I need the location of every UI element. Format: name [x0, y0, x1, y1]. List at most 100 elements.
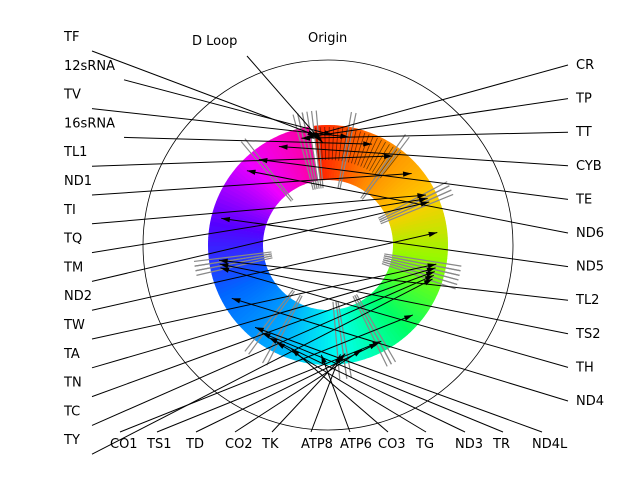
ring-segment — [388, 201, 442, 224]
ring-segment — [222, 275, 272, 306]
leader-line — [91, 155, 393, 167]
ring-segment — [289, 130, 310, 184]
leader-line — [305, 98, 569, 138]
ring-segment — [333, 125, 343, 181]
leader-arrowhead — [425, 271, 435, 278]
leader-line — [119, 314, 414, 433]
ring-segment — [335, 125, 348, 181]
ring-segment — [244, 291, 285, 335]
gene-label: TP — [575, 92, 592, 107]
leader-line — [91, 278, 433, 455]
gene-label: TN — [63, 376, 82, 391]
ring-segment — [259, 143, 293, 192]
rrna-stripe — [338, 127, 344, 161]
gene-label: TT — [575, 125, 592, 140]
ring-segment — [381, 279, 430, 313]
gene-label: TG — [415, 437, 434, 452]
ring-segment — [254, 296, 291, 343]
leader-arrowhead — [420, 201, 430, 207]
ring-segment — [211, 212, 266, 230]
rrna-stripe — [344, 129, 353, 162]
ring-segment — [367, 294, 405, 341]
ring-segment — [342, 128, 360, 183]
gene-boundary-tick — [194, 253, 272, 267]
gene-label: CYB — [576, 159, 602, 174]
gene-boundary-tick — [382, 259, 459, 281]
leader-line — [91, 267, 436, 369]
ring-segment — [273, 135, 301, 188]
gene-boundary-tick — [355, 294, 397, 363]
leader-arrowhead — [219, 258, 228, 264]
ring-segment — [208, 241, 264, 247]
ring-segment — [376, 165, 422, 205]
gene-label: 16sRNA — [64, 116, 115, 131]
ring-segment — [301, 127, 316, 182]
gene-boundary-tick — [337, 301, 353, 379]
rrna-stripe — [366, 139, 382, 170]
gene-label: ND4L — [532, 437, 568, 452]
ring-segment — [382, 179, 431, 212]
label-leader-lines — [91, 50, 569, 455]
ring-segment — [209, 220, 265, 235]
gene-labels: TF 12sRNA TV 16sRNA TL1 ND1 TI TQ TM ND2 TW TA TN TC T… — [63, 30, 604, 452]
ring-segment — [355, 136, 383, 188]
leader-arrowhead — [220, 267, 230, 273]
ring-segment — [240, 159, 283, 201]
gene-label: TK — [261, 437, 279, 452]
gene-label: TQ — [63, 232, 82, 247]
rrna-stripe — [319, 127, 323, 161]
ring-segment — [380, 281, 428, 317]
gene-boundary-tick — [306, 111, 320, 189]
ring-segment — [210, 216, 265, 233]
leader-line — [268, 337, 466, 433]
ring-segment — [310, 309, 322, 365]
gene-boundary-tick — [240, 141, 292, 202]
ring-segment — [353, 134, 379, 187]
leader-arrowhead — [255, 327, 265, 333]
leader-line — [246, 170, 569, 234]
gene-boundary-tick — [378, 181, 448, 219]
gene-label: TR — [492, 437, 510, 452]
leader-arrowhead — [301, 135, 311, 141]
leader-arrowhead — [321, 354, 327, 364]
ring-segment — [390, 213, 445, 231]
ring-segment — [237, 162, 281, 203]
ring-segment — [341, 308, 357, 363]
leader-line — [310, 354, 341, 433]
rrna-stripe — [354, 132, 366, 165]
gene-label: TL2 — [575, 293, 599, 308]
ring-segment — [321, 125, 328, 181]
rrna-stripe — [341, 128, 348, 162]
gene-label: ATP6 — [340, 437, 372, 452]
leader-line — [258, 159, 569, 200]
leader-arrowhead — [363, 141, 372, 147]
leader-arrowhead — [427, 263, 437, 269]
gene-boundary-tick — [360, 134, 406, 199]
ring-segment — [216, 197, 269, 222]
ring-segment — [392, 241, 448, 247]
leader-line — [123, 79, 333, 136]
leader-arrowhead — [334, 354, 341, 364]
leader-line — [276, 341, 427, 433]
leader-line — [290, 348, 389, 433]
leader-arrowhead — [261, 332, 271, 339]
gene-label: ND3 — [455, 437, 483, 452]
gene-boundary-tick — [266, 295, 303, 366]
gene-label: TI — [63, 203, 76, 218]
leader-line — [271, 353, 346, 433]
ring-segment — [282, 305, 306, 358]
gene-label: ND4 — [576, 394, 604, 409]
rrna-stripe — [357, 134, 370, 166]
leader-line — [91, 108, 350, 138]
leader-line — [231, 297, 569, 402]
leader-line — [308, 64, 569, 138]
ring-segment — [392, 247, 448, 255]
leader-line — [220, 267, 569, 368]
ring-segment — [306, 308, 320, 364]
ring-segment — [368, 151, 407, 196]
leader-arrowhead — [424, 275, 434, 282]
ring-segment — [369, 293, 409, 338]
leader-arrowhead — [219, 263, 229, 269]
gene-label: 12sRNA — [64, 59, 115, 74]
